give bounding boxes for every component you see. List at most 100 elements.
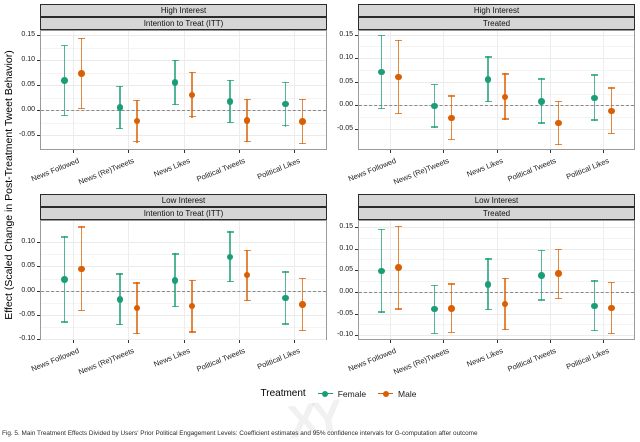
x-tick-mark (496, 340, 498, 343)
y-tick-mark (355, 313, 358, 315)
strip-row-low-interest: Low Interest (358, 194, 635, 207)
estimate-point (299, 301, 306, 308)
error-bar-cap (484, 308, 492, 311)
error-bar-cap (171, 60, 179, 62)
error-bar-cap (608, 132, 616, 134)
x-tick-mark (128, 150, 130, 153)
error-bar-cap (281, 271, 289, 273)
y-tick-mark (37, 60, 40, 61)
y-tick-label: 0.15 (339, 222, 353, 230)
x-axis-label: News (Re)Tweets (392, 346, 451, 377)
error-bar-cap (243, 140, 251, 142)
legend-label-female: Female (337, 388, 367, 399)
strip-col-treated: Treated (358, 207, 635, 220)
error-bar-cap (448, 332, 456, 334)
y-tick-mark (355, 58, 358, 60)
error-bar-cap (78, 107, 86, 109)
error-bar-cap (226, 281, 234, 283)
x-tick-mark (293, 150, 295, 153)
error-bar-cap (448, 95, 456, 97)
x-tick-mark (496, 150, 498, 153)
y-tick-label: 0.00 (339, 101, 353, 109)
error-bar-cap (78, 226, 86, 228)
estimate-point (501, 300, 509, 308)
estimate-point (116, 104, 124, 111)
error-bar-cap (377, 311, 385, 313)
estimate-point (448, 305, 455, 312)
y-tick-label: -0.10 (337, 331, 353, 339)
y-tick-label: 0.15 (21, 31, 35, 38)
estimate-point (555, 119, 562, 127)
strip-col-itt: Intention to Treat (ITT) (40, 207, 327, 220)
error-bar-cap (501, 328, 509, 331)
zero-reference-line (41, 110, 326, 111)
error-bar-cap (377, 229, 385, 231)
legend-item-male: Male (378, 389, 416, 399)
estimate-point (431, 102, 438, 110)
error-bar-cap (554, 143, 562, 146)
error-bar-cap (226, 231, 234, 233)
estimate-point (243, 117, 251, 124)
error-bar-cap (608, 332, 616, 334)
estimate-point (61, 276, 68, 283)
error-bar-cap (78, 37, 86, 39)
estimate-point (133, 117, 141, 125)
error-bar-cap (608, 281, 616, 284)
x-tick-mark (73, 340, 75, 343)
x-tick-mark (73, 150, 75, 153)
y-tick-mark (355, 270, 358, 272)
male-pointrange-icon (378, 389, 394, 399)
strip-row-high-interest: High Interest (358, 4, 635, 17)
y-tick-mark (355, 105, 358, 107)
x-tick-mark (238, 150, 240, 153)
error-bar-cap (281, 323, 289, 325)
error-bar-cap (188, 279, 196, 281)
x-tick-mark (443, 340, 445, 343)
error-bar-cap (61, 44, 69, 46)
error-bar-cap (431, 332, 439, 335)
error-bar-cap (298, 142, 306, 144)
x-tick-mark (183, 150, 185, 153)
estimate-point (282, 100, 289, 108)
y-tick-mark (37, 135, 40, 136)
y-tick-mark (355, 34, 358, 36)
error-bar-cap (537, 299, 545, 301)
vertical-gridline (183, 31, 185, 149)
figure-caption: Fig. 5. Main Treatment Effects Divided b… (2, 430, 478, 437)
error-bar-cap (133, 282, 141, 284)
y-tick-mark (355, 248, 358, 250)
estimate-point (299, 118, 306, 125)
error-bar-cap (188, 331, 196, 333)
vertical-gridline (293, 221, 295, 339)
error-bar-cap (448, 138, 456, 141)
y-tick-mark (355, 128, 358, 130)
estimate-point (226, 253, 234, 261)
y-tick-mark (37, 242, 40, 244)
error-bar-cap (171, 103, 179, 105)
error-bar-cap (298, 278, 306, 280)
y-tick-label: -0.05 (19, 131, 35, 138)
estimate-point (133, 304, 141, 312)
x-tick-mark (389, 150, 391, 153)
vertical-gridline (389, 31, 391, 149)
y-tick-mark (37, 290, 40, 292)
error-bar-cap (243, 249, 251, 251)
error-bar-cap (591, 74, 599, 76)
estimate-point (484, 281, 492, 288)
error-bar-cap (377, 34, 385, 37)
legend-label-male: Male (398, 388, 417, 399)
x-tick-mark (128, 340, 130, 343)
strip-row-low-interest: Low Interest (40, 194, 327, 207)
error-bar-cap (394, 225, 402, 228)
estimate-point (282, 294, 289, 302)
error-bar-cap (133, 99, 141, 101)
error-bar-cap (448, 283, 456, 285)
error-bar-cap (133, 141, 141, 143)
error-bar-cap (226, 121, 234, 123)
error-bar-cap (61, 236, 69, 238)
x-axis-label: News Followed (29, 346, 81, 374)
x-tick-mark (183, 340, 185, 343)
error-bar-cap (591, 119, 599, 121)
estimate-point (608, 304, 615, 312)
error-bar-cap (377, 107, 385, 110)
